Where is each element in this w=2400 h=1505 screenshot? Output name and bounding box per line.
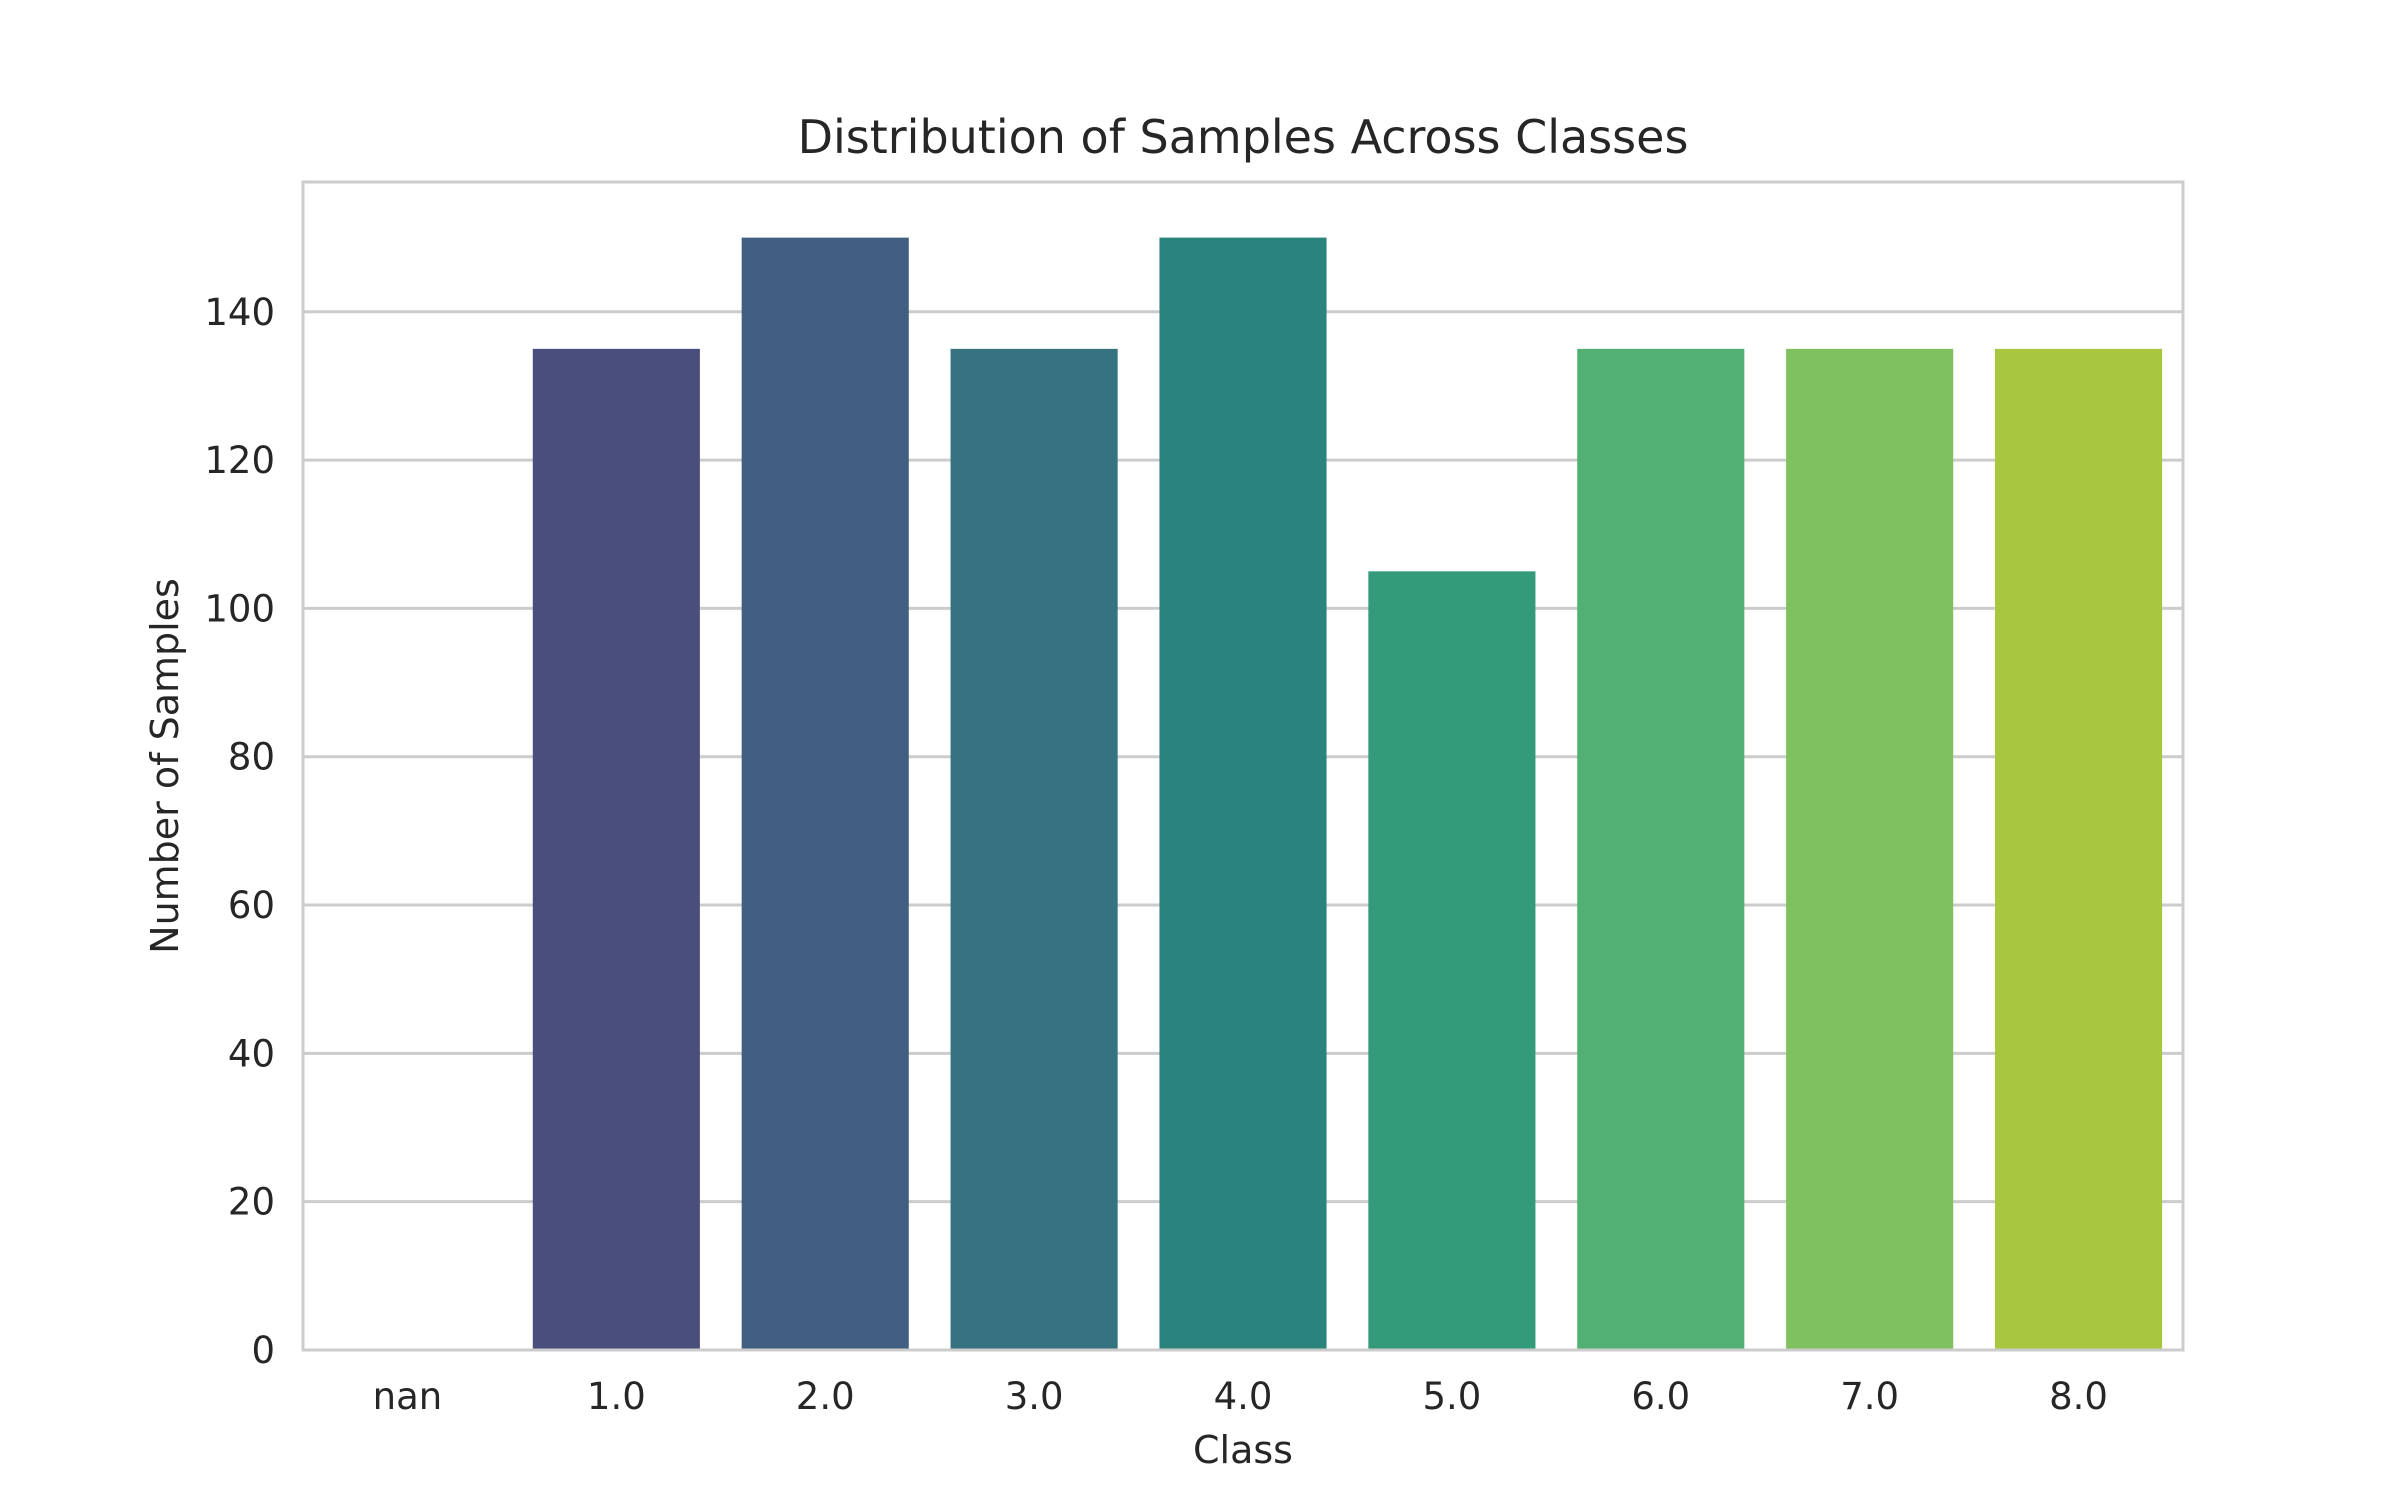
y-tick-label: 60 (228, 884, 275, 927)
plot-frame (301, 180, 2185, 1352)
bar-8-0 (1995, 348, 2163, 1350)
y-tick-label: 100 (204, 587, 275, 630)
bar-7-0 (1786, 348, 1954, 1350)
bar-6-0 (1577, 348, 1745, 1350)
bar-2-0 (741, 237, 909, 1351)
y-tick-label: 140 (204, 291, 275, 334)
bar-3-0 (950, 348, 1118, 1350)
y-tick-labels: 0 20 40 60 80 100 120 140 (204, 291, 275, 1372)
bar-5-0 (1368, 571, 1536, 1350)
bar-4-0 (1159, 237, 1327, 1351)
x-tick-label: 4.0 (1214, 1375, 1273, 1418)
x-tick-label: 5.0 (1422, 1375, 1481, 1418)
x-tick-label: nan (373, 1375, 443, 1418)
x-tick-label: 6.0 (1631, 1375, 1690, 1418)
y-tick-label: 40 (228, 1032, 275, 1075)
x-tick-label: 7.0 (1840, 1375, 1899, 1418)
x-axis-label: Class (1193, 1428, 1293, 1472)
chart-title: Distribution of Samples Across Classes (798, 110, 1689, 164)
x-tick-label: 8.0 (2049, 1375, 2108, 1418)
y-tick-label: 80 (228, 736, 275, 779)
y-tick-label: 20 (228, 1181, 275, 1224)
y-axis-label: Number of Samples (143, 578, 187, 954)
x-tick-labels: nan 1.0 2.0 3.0 4.0 5.0 6.0 7.0 8.0 (373, 1375, 2108, 1418)
bar-1-0 (532, 348, 700, 1350)
x-tick-label: 3.0 (1005, 1375, 1064, 1418)
bars (532, 237, 2163, 1351)
x-tick-label: 2.0 (796, 1375, 855, 1418)
y-tick-label: 0 (251, 1329, 275, 1372)
x-tick-label: 1.0 (587, 1375, 646, 1418)
y-tick-label: 120 (204, 439, 275, 482)
